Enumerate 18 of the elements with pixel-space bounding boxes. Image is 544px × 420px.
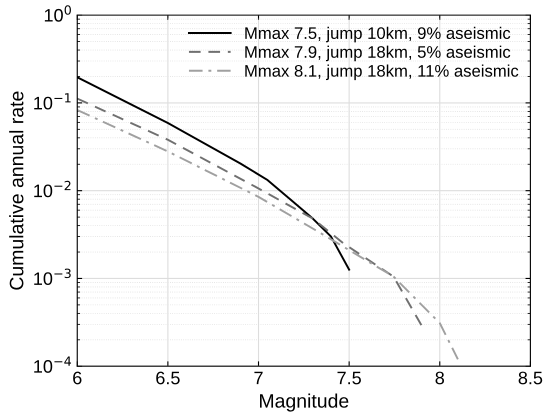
- x-tick-label: 7.5: [338, 372, 361, 384]
- legend-label: Mmax 8.1, jump 18km, 11% aseismic: [245, 64, 518, 80]
- line-series: [77, 109, 459, 360]
- y-tick-label: 10$^{−1}$: [34, 93, 71, 110]
- x-tick-label: 6: [73, 372, 82, 384]
- y-tick-label: 10$^{−2}$: [34, 180, 70, 198]
- x-tick-label: 8.5: [518, 372, 542, 384]
- legend-label: Mmax 7.5, jump 10km, 9% aseismic: [245, 26, 510, 42]
- x-axis-title: Magnitude: [260, 393, 348, 412]
- x-tick-label: 6.5: [156, 372, 180, 384]
- y-tick-label: 10$^{0}$: [44, 5, 71, 22]
- legend-label: Mmax 7.9, jump 18km, 5% aseismic: [245, 46, 510, 62]
- x-tick-label: 7: [254, 372, 263, 384]
- y-tick-label: 10$^{−4}$: [34, 356, 72, 373]
- x-tick-label: 8: [436, 372, 444, 384]
- y-tick-label: 10$^{−3}$: [34, 268, 71, 286]
- y-axis-title: Cumulative annual rate: [9, 92, 24, 290]
- line-series: [77, 98, 423, 327]
